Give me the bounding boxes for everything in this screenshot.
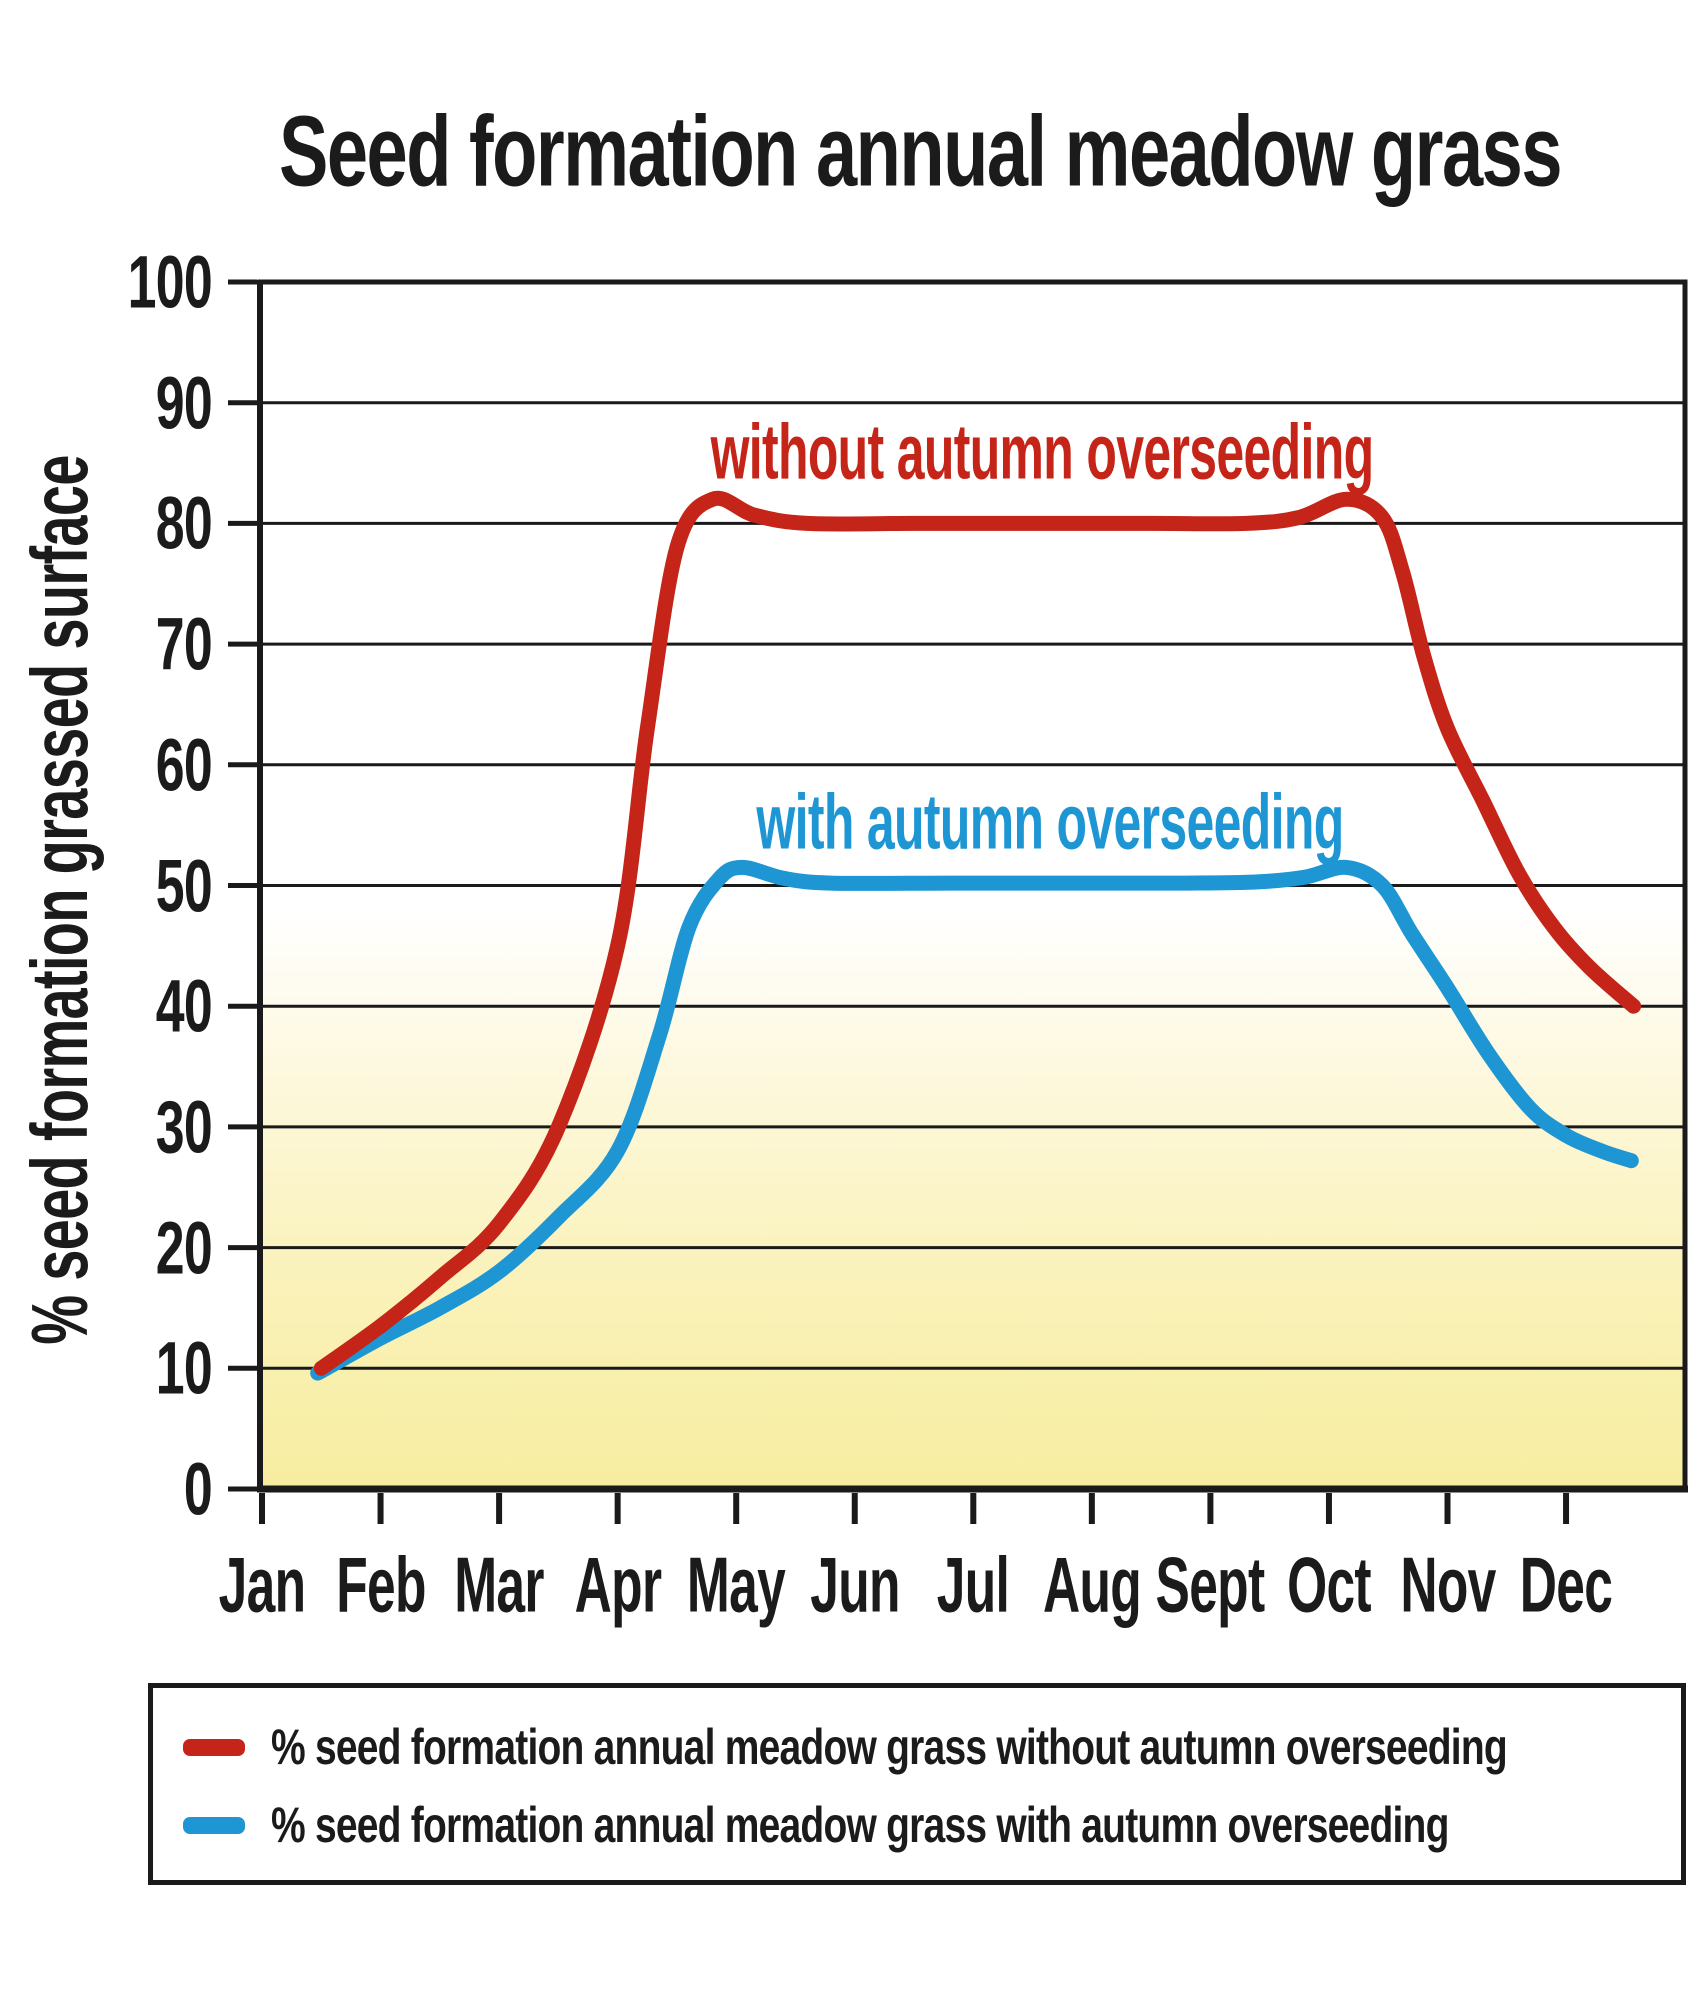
legend-label-with: % seed formation annual meadow grass wit… [271,1797,1449,1853]
x-tick-label: May [687,1540,786,1629]
y-tick-label: 50 [155,844,213,927]
series-line-with-overseeding [310,859,1639,1381]
y-tick-label: 10 [155,1326,213,1410]
series-line-without-overseeding [313,490,1642,1376]
x-tick-label: Oct [1287,1540,1372,1629]
series-label-with-overseeding: with autumn overseeding [756,777,1344,866]
gridlines [260,401,1685,1370]
x-tick-label: Apr [574,1540,661,1629]
y-tick-label: 70 [155,602,213,686]
legend-item-without: % seed formation annual meadow grass wit… [183,1718,1702,1776]
x-tick-label: Nov [1399,1540,1496,1629]
legend-box: % seed formation annual meadow grass wit… [148,1683,1686,1885]
y-tick-label: 20 [155,1206,213,1290]
y-tick-label: 0 [183,1447,213,1531]
x-tick-label: Jul [937,1540,1010,1629]
y-tick-label: 60 [155,723,213,807]
x-tick-label: Aug [1042,1540,1142,1629]
legend-label-without: % seed formation annual meadow grass wit… [271,1719,1508,1775]
x-tick-label: Mar [454,1540,544,1629]
x-tick-label: Dec [1519,1540,1613,1629]
legend-item-with: % seed formation annual meadow grass wit… [183,1796,1702,1854]
x-tick-label: Sept [1155,1540,1266,1629]
y-tick-label: 90 [155,361,213,445]
series-label-without-overseeding: without autumn overseeding [710,407,1375,496]
y-tick-label: 30 [155,1085,213,1169]
axis-ticks [228,279,1570,1524]
chart-title: Seed formation annual meadow grass [278,95,1562,208]
x-tick-label: Jun [809,1540,900,1629]
x-tick-label: Feb [335,1540,426,1629]
legend-swatch-red-line [183,1738,245,1756]
legend-swatch-blue-line [183,1816,245,1834]
x-tick-label: Jan [218,1540,306,1629]
y-tick-label: 100 [127,240,213,324]
y-tick-label: 80 [155,481,213,565]
y-tick-label: 40 [155,964,213,1048]
